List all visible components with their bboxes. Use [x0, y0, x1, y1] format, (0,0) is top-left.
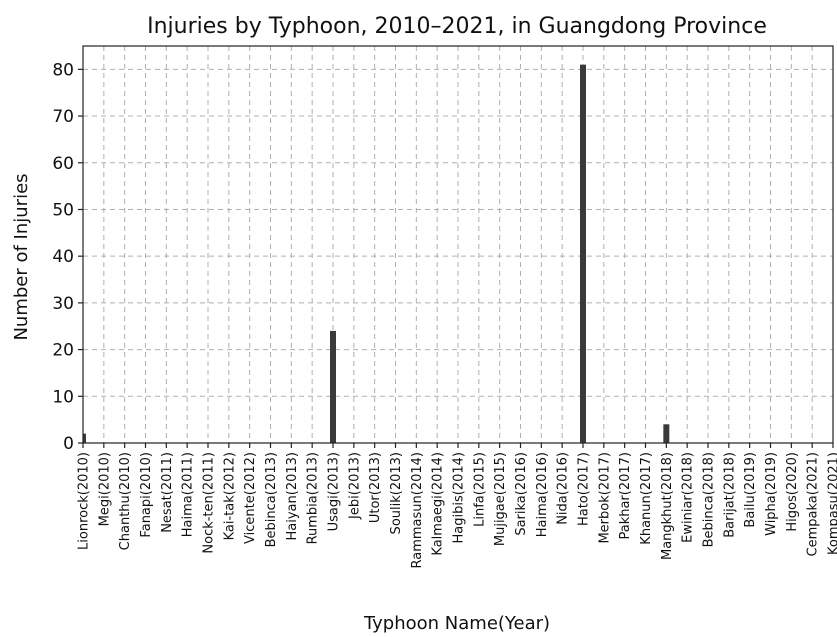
x-tick-label: Megi(2010) — [97, 452, 112, 526]
x-tick-label: Fanapi(2010) — [139, 452, 154, 538]
x-tick-label: Bebinca(2018) — [702, 452, 717, 547]
x-tick-label: Jebi(2013) — [347, 452, 362, 520]
x-tick-label: Vicente(2012) — [243, 452, 258, 544]
y-axis-label: Number of Injuries — [11, 173, 32, 340]
x-tick-label: Kalmaegi(2014) — [431, 452, 446, 556]
y-tick-label: 0 — [63, 434, 74, 454]
x-tick-label: Lionrock(2010) — [77, 452, 92, 550]
x-tick-label: Usagi(2013) — [327, 452, 342, 531]
y-axis-ticks: 0 10 20 30 40 50 60 70 80 — [52, 60, 83, 454]
x-tick-label: Haima(2011) — [181, 452, 196, 537]
y-tick-label: 10 — [52, 387, 74, 407]
x-tick-label: Hato(2017) — [577, 452, 592, 526]
y-tick-label: 40 — [52, 247, 74, 267]
y-tick-label: 60 — [52, 154, 74, 174]
x-tick-label: Bebinca(2013) — [264, 452, 279, 547]
x-tick-label: Higos(2020) — [785, 452, 800, 532]
bar — [330, 330, 336, 443]
y-tick-label: 30 — [52, 294, 74, 314]
x-tick-label: Chanthu(2010) — [118, 452, 133, 550]
x-axis-label: Typhoon Name(Year) — [363, 613, 550, 634]
y-tick-label: 80 — [52, 60, 74, 80]
bar — [83, 433, 86, 443]
x-tick-label: Barijat(2018) — [722, 452, 737, 538]
chart-title: Injuries by Typhoon, 2010–2021, in Guang… — [147, 14, 767, 39]
x-tick-label: Haiyan(2013) — [285, 452, 300, 540]
x-tick-label: Nida(2016) — [556, 452, 571, 525]
x-tick-label: Mujigae(2015) — [493, 452, 508, 546]
x-tick-label: Bailu(2019) — [743, 452, 758, 528]
x-tick-label: Wipha(2019) — [764, 452, 779, 536]
y-tick-label: 50 — [52, 200, 74, 220]
bar — [663, 424, 670, 443]
bars — [83, 64, 670, 444]
x-tick-label: Utor(2013) — [368, 452, 383, 523]
x-tick-label: Linfa(2015) — [472, 452, 487, 527]
x-tick-label: Khanun(2017) — [639, 452, 654, 545]
x-tick-label: Pakhar(2017) — [618, 452, 633, 540]
bar — [580, 64, 586, 444]
x-axis-ticks: Lionrock(2010) Megi(2010) Chanthu(2010) Fan… — [77, 443, 837, 569]
x-tick-label: Nesat(2011) — [160, 452, 175, 533]
x-tick-label: Hagibis(2014) — [452, 452, 467, 543]
x-tick-label: Ewiniar(2018) — [681, 452, 696, 543]
x-tick-label: Cempaka(2021) — [806, 452, 821, 556]
x-tick-label: Mangkhut(2018) — [660, 452, 675, 560]
x-tick-label: Kompasu(2021) — [827, 452, 837, 555]
x-tick-label: Sarika(2016) — [514, 452, 529, 536]
x-tick-label: Rumbia(2013) — [306, 452, 321, 544]
x-tick-label: Rammasun(2014) — [410, 452, 425, 569]
y-tick-label: 70 — [52, 107, 74, 127]
x-tick-label: Kai-tak(2012) — [222, 452, 237, 540]
grid-lines — [82, 46, 834, 444]
x-tick-label: Merbok(2017) — [597, 452, 612, 544]
x-tick-label: Nock-ten(2011) — [202, 452, 217, 554]
x-tick-label: Soulik(2013) — [389, 452, 404, 534]
x-tick-label: Haima(2016) — [535, 452, 550, 537]
y-tick-label: 20 — [52, 341, 74, 361]
